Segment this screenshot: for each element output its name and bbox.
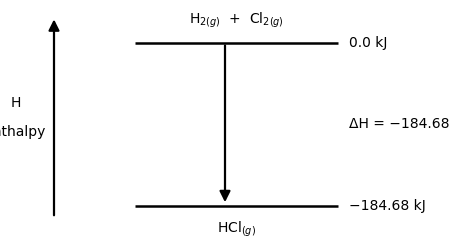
Text: H: H [10, 96, 21, 110]
Text: H$_{2(g)}$  +  Cl$_{2(g)}$: H$_{2(g)}$ + Cl$_{2(g)}$ [189, 10, 284, 30]
Text: ΔH = −184.68 kJ: ΔH = −184.68 kJ [349, 117, 450, 132]
Text: −184.68 kJ: −184.68 kJ [349, 199, 426, 213]
Text: Enthalpy: Enthalpy [0, 124, 46, 139]
Text: HCl$_{(g)}$: HCl$_{(g)}$ [217, 219, 256, 237]
Text: 0.0 kJ: 0.0 kJ [349, 36, 387, 50]
